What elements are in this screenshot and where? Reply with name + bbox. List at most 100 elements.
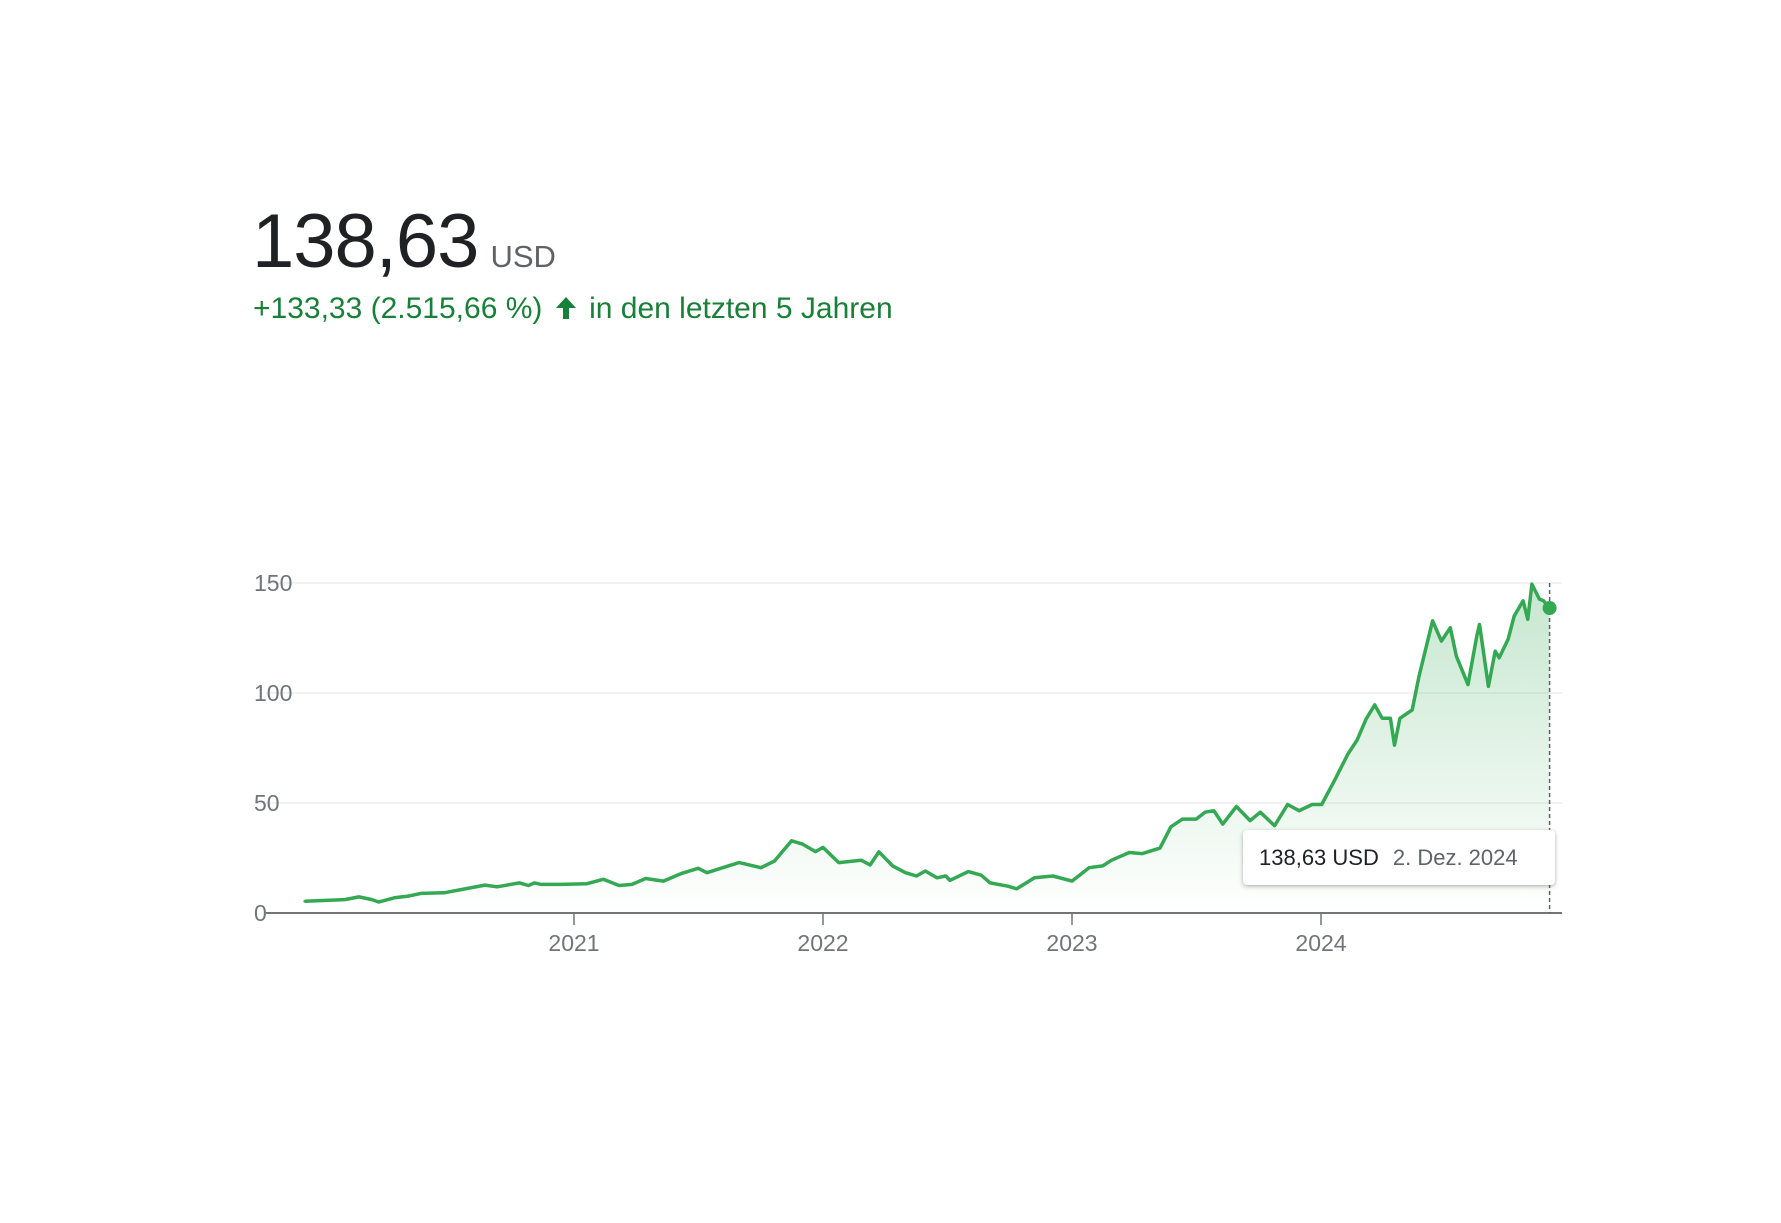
data-point [1542, 599, 1545, 603]
data-point [790, 839, 793, 843]
data-point [1487, 685, 1490, 688]
data-point [1297, 809, 1301, 812]
data-point [1373, 703, 1376, 707]
data-point [891, 864, 894, 868]
data-point [419, 892, 423, 895]
data-point [370, 898, 374, 901]
data-point [527, 884, 530, 887]
data-point [1110, 859, 1113, 862]
data-point [719, 867, 722, 870]
data-point [1128, 851, 1131, 854]
data-point [773, 859, 776, 863]
data-point [1466, 683, 1470, 686]
data-point [630, 883, 634, 886]
x-tick-label: 2022 [797, 930, 848, 956]
data-point [837, 861, 840, 864]
y-tick-label: 50 [254, 790, 280, 816]
x-tick-label: 2021 [548, 930, 599, 956]
data-point [343, 898, 346, 901]
data-point [1538, 597, 1541, 601]
data-point [1212, 809, 1216, 812]
data-point [967, 870, 970, 873]
data-point [1194, 817, 1198, 821]
data-point [1286, 803, 1289, 806]
data-point [1364, 718, 1368, 721]
data-point [1410, 708, 1414, 712]
data-point [1101, 864, 1104, 868]
tooltip: 138,63 USD 2. Dez. 2024 [1243, 830, 1555, 885]
data-point [1087, 866, 1091, 869]
data-point [1431, 619, 1434, 623]
data-point [1449, 626, 1452, 629]
price-change: +133,33 (2.515,66 %) in den letzten 5 Ja… [253, 292, 893, 326]
arrow-up-icon [555, 292, 577, 326]
data-point [759, 866, 763, 869]
data-point [357, 895, 361, 899]
data-point [1381, 717, 1384, 720]
data-point [585, 882, 589, 885]
data-point [1015, 887, 1018, 890]
y-tick-label: 0 [254, 900, 267, 926]
data-point [1506, 638, 1510, 641]
data-point [868, 863, 872, 867]
data-point [1259, 811, 1262, 814]
data-point [915, 874, 918, 878]
data-point [814, 850, 817, 853]
price-line [304, 582, 1551, 904]
data-point [1333, 779, 1336, 782]
tooltip-date: 2. Dez. 2024 [1392, 844, 1518, 870]
data-point [1158, 846, 1162, 850]
data-point [948, 879, 952, 882]
data-point [406, 895, 409, 898]
data-point [1006, 884, 1010, 888]
data-point [1141, 852, 1144, 855]
y-tick-label: 100 [254, 680, 292, 706]
data-point [1051, 874, 1055, 878]
data-point [980, 873, 983, 877]
data-point [988, 881, 992, 885]
data-point [935, 876, 939, 879]
x-tick-label: 2024 [1295, 930, 1346, 956]
data-point [1203, 811, 1207, 814]
data-point [1248, 819, 1252, 822]
data-point [1221, 822, 1224, 826]
currency-label: USD [490, 239, 556, 274]
x-tick-label: 2023 [1046, 930, 1097, 956]
data-point [1355, 738, 1359, 742]
data-point [1235, 805, 1238, 808]
data-point [1475, 634, 1478, 638]
data-point [442, 891, 446, 894]
data-point [1513, 614, 1516, 618]
data-point [644, 877, 647, 880]
change-period: in den letzten 5 Jahren [589, 292, 893, 325]
data-point [860, 859, 863, 862]
data-point [1273, 824, 1276, 827]
data-point [1393, 743, 1396, 747]
data-point [662, 879, 665, 883]
data-point [696, 867, 700, 870]
data-point [617, 884, 621, 887]
data-point [1033, 876, 1036, 879]
data-point [1169, 825, 1173, 828]
data-point [1440, 639, 1443, 643]
data-point [1070, 879, 1074, 883]
data-point [1310, 803, 1314, 806]
data-point [1521, 599, 1525, 603]
data-point [393, 896, 396, 900]
area-fill [304, 584, 1550, 913]
data-point [1478, 623, 1481, 626]
data-point [559, 883, 562, 886]
data-point [705, 871, 709, 874]
data-point [1530, 582, 1534, 586]
data-point [944, 874, 947, 878]
data-point [679, 872, 683, 875]
data-point [1498, 656, 1501, 659]
data-point [924, 869, 927, 873]
highlight-point[interactable] [1542, 601, 1557, 616]
data-point [1493, 650, 1497, 653]
data-point [1526, 618, 1530, 621]
data-point [877, 850, 881, 854]
data-point [533, 881, 536, 885]
y-tick-label: 150 [254, 570, 292, 596]
